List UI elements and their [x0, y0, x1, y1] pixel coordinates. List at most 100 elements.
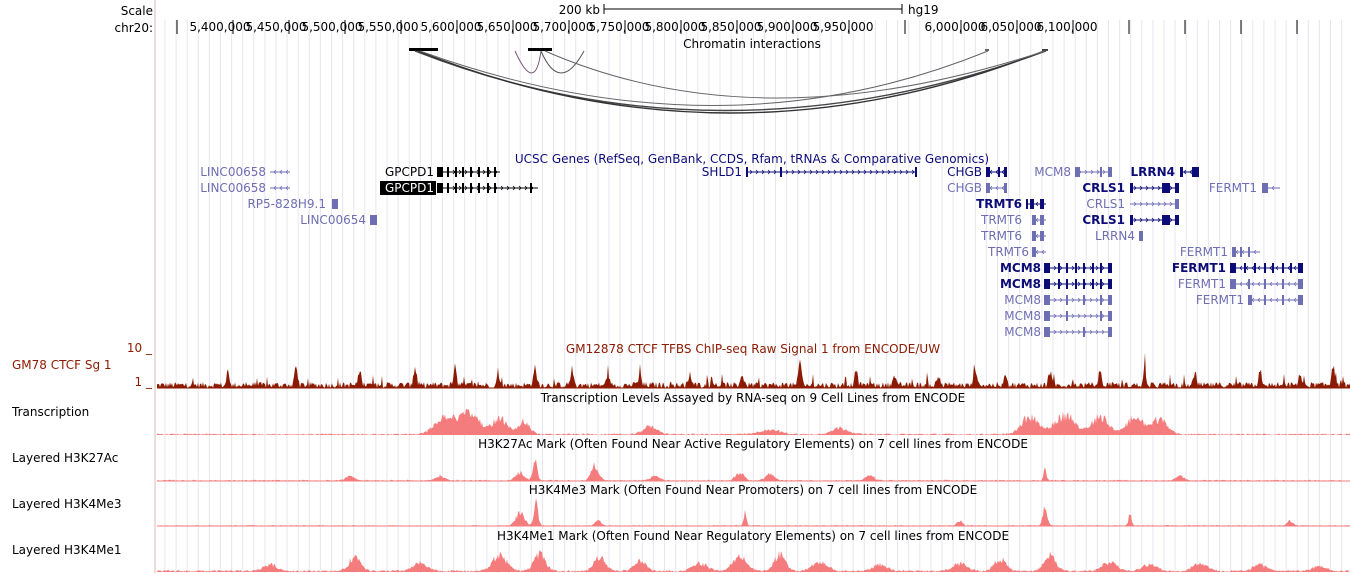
ctcf-scale-min: 1 _	[135, 375, 153, 389]
gene-feature[interactable]: FERMT1	[1196, 293, 1303, 307]
gene-feature[interactable]: LRRN4	[1130, 165, 1199, 179]
interaction-arc[interactable]	[414, 50, 1047, 112]
h3k4me1-side-label[interactable]: Layered H3K4Me1	[12, 543, 122, 557]
gene-label[interactable]: MCM8	[1004, 325, 1041, 339]
h3k4me1-signal-track[interactable]	[157, 549, 1350, 572]
gene-label[interactable]: FERMT1	[1178, 277, 1226, 291]
h3k4me1-track-title: H3K4Me1 Mark (Often Found Near Regulator…	[497, 529, 1009, 543]
interaction-anchor[interactable]	[528, 48, 552, 51]
gene-label[interactable]: CRLS1	[1082, 213, 1125, 227]
gene-label[interactable]: TRMT6	[976, 197, 1022, 211]
gene-feature[interactable]: FERMT1	[1172, 261, 1303, 275]
gene-label[interactable]: CRLS1	[1082, 181, 1125, 195]
gene-feature[interactable]: LRRN4	[1095, 229, 1143, 243]
interaction-anchor[interactable]	[1042, 49, 1048, 51]
gene-label[interactable]: LINC00658	[200, 165, 266, 179]
signal-area	[157, 352, 1350, 388]
assembly-label: hg19	[908, 3, 939, 17]
gene-feature[interactable]: MCM8	[1000, 277, 1112, 291]
h3k4me3-track-title: H3K4Me3 Mark (Often Found Near Promoters…	[529, 483, 978, 497]
gene-feature[interactable]: RP5-828H9.1	[247, 197, 338, 211]
chrom-label: chr20:	[115, 21, 153, 35]
h3k27ac-signal-track[interactable]	[157, 459, 1350, 482]
gene-feature[interactable]: MCM8	[1004, 309, 1112, 323]
ruler-tick-label: 5,450,000	[245, 20, 306, 34]
transcription-side-label[interactable]: Transcription	[11, 405, 89, 419]
ruler-tick-label: 5,550,000	[357, 20, 418, 34]
gene-feature[interactable]: MCM8	[1000, 261, 1112, 275]
gene-label[interactable]: TRMT6	[987, 245, 1029, 259]
gene-feature[interactable]: SHLD1	[702, 165, 917, 179]
gene-label[interactable]: FERMT1	[1172, 261, 1226, 275]
transcription-signal-track[interactable]	[157, 408, 1350, 435]
gene-label[interactable]: GPCPD1	[385, 165, 434, 179]
gene-label[interactable]: FERMT1	[1196, 293, 1244, 307]
interaction-anchor[interactable]	[409, 48, 438, 51]
gene-label[interactable]: MCM8	[1034, 165, 1071, 179]
scale-label: Scale	[121, 4, 153, 18]
gene-feature[interactable]: CHGB	[947, 181, 1007, 195]
gene-feature[interactable]: LINC00654	[300, 213, 377, 227]
interaction-anchor[interactable]	[985, 49, 989, 51]
gene-label[interactable]: LINC00654	[300, 213, 366, 227]
h3k4me3-side-label[interactable]: Layered H3K4Me3	[12, 497, 122, 511]
gene-label[interactable]: LINC00658	[200, 181, 266, 195]
gene-feature[interactable]: FERMT1	[1180, 245, 1260, 259]
gene-label[interactable]: GPCPD1	[385, 181, 434, 195]
gene-feature[interactable]: CRLS1	[1082, 213, 1179, 227]
gene-feature[interactable]: GPCPD1	[385, 165, 500, 179]
gene-label[interactable]: LRRN4	[1130, 165, 1175, 179]
gene-label[interactable]: CHGB	[947, 165, 982, 179]
ctcf-track-title: GM12878 CTCF TFBS ChIP-seq Raw Signal 1 …	[566, 342, 940, 356]
ruler-tick-label: 6,100,000	[1036, 20, 1097, 34]
ruler-tick-label: 5,800,000	[644, 20, 705, 34]
gene-label[interactable]: CRLS1	[1086, 197, 1125, 211]
interaction-arc[interactable]	[514, 50, 542, 74]
interaction-arc[interactable]	[419, 50, 989, 106]
gene-label[interactable]: TRMT6	[980, 213, 1022, 227]
ruler-tick-label: 5,600,000	[420, 20, 481, 34]
gene-label[interactable]: MCM8	[1000, 277, 1041, 291]
gene-label[interactable]: SHLD1	[702, 165, 742, 179]
h3k4me3-signal-track[interactable]	[157, 498, 1350, 527]
gene-label[interactable]: FERMT1	[1180, 245, 1228, 259]
gene-feature[interactable]: LINC00658	[200, 165, 290, 179]
interaction-arc[interactable]	[544, 50, 1046, 99]
gene-feature[interactable]: TRMT6	[980, 213, 1046, 227]
gene-label[interactable]: TRMT6	[980, 229, 1022, 243]
chromatin-interactions-track[interactable]	[409, 48, 1048, 114]
interaction-arc[interactable]	[540, 50, 585, 74]
gene-label[interactable]: RP5-828H9.1	[247, 197, 326, 211]
gene-label[interactable]: LRRN4	[1095, 229, 1135, 243]
gene-feature[interactable]: MCM8	[1004, 325, 1112, 339]
gene-label[interactable]: FERMT1	[1209, 181, 1257, 195]
gene-label[interactable]: MCM8	[1004, 293, 1041, 307]
gene-feature[interactable]: MCM8	[1004, 293, 1112, 307]
gene-feature[interactable]: CRLS1	[1082, 181, 1179, 195]
ruler-tick-label: 5,950,000	[812, 20, 873, 34]
gene-feature[interactable]: LINC00658	[200, 181, 290, 195]
gene-feature[interactable]: CRLS1	[1086, 197, 1179, 211]
signal-area	[157, 549, 1350, 572]
gene-label[interactable]: MCM8	[1000, 261, 1041, 275]
ctcf-side-label[interactable]: GM78 CTCF Sg 1	[12, 358, 112, 372]
gene-label[interactable]: CHGB	[947, 181, 982, 195]
gene-feature[interactable]: FERMT1	[1178, 277, 1303, 291]
ruler-tick-label: 5,750,000	[588, 20, 649, 34]
scale-bar	[603, 4, 903, 14]
h3k27ac-side-label[interactable]: Layered H3K27Ac	[12, 451, 118, 465]
gene-feature[interactable]: TRMT6	[976, 197, 1046, 211]
gene-label[interactable]: MCM8	[1004, 309, 1041, 323]
gene-feature[interactable]: GPCPD1	[380, 181, 538, 195]
gene-feature[interactable]: MCM8	[1034, 165, 1112, 179]
gene-feature[interactable]: FERMT1	[1209, 181, 1280, 195]
gene-feature[interactable]: TRMT6	[980, 229, 1046, 243]
ucsc-genes-track[interactable]: LINC00658 LINC00658 RP5-828H9.1 LINC00654 GP…	[200, 165, 1303, 339]
gene-feature[interactable]: TRMT6	[987, 245, 1046, 259]
gene-feature[interactable]: CHGB	[947, 165, 1007, 179]
interaction-arc[interactable]	[417, 50, 1045, 114]
ctcf-signal-track[interactable]	[157, 352, 1350, 389]
